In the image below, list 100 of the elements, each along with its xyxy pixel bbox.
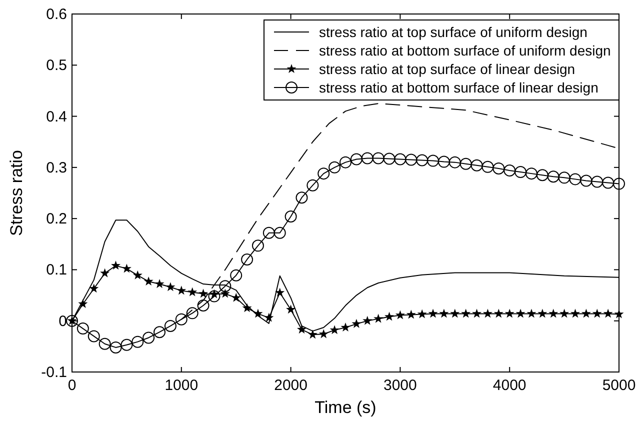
point <box>89 284 99 293</box>
y-tick-label: 0 <box>58 312 67 330</box>
point <box>98 338 111 350</box>
point <box>274 226 286 239</box>
point <box>514 166 527 178</box>
point <box>318 329 328 338</box>
point <box>252 240 264 252</box>
point <box>78 298 88 308</box>
point <box>220 288 230 298</box>
point <box>88 330 100 342</box>
point <box>296 192 308 204</box>
y-tick-label: 0.2 <box>46 210 67 228</box>
point <box>504 308 514 318</box>
point <box>372 152 384 164</box>
point <box>318 168 330 180</box>
point <box>428 308 438 318</box>
point <box>111 260 121 270</box>
point <box>186 307 198 320</box>
point <box>383 152 396 165</box>
legend-label: stress ratio at top surface of uniform design <box>319 24 588 40</box>
point <box>166 282 176 292</box>
point <box>175 313 188 326</box>
point <box>492 162 505 174</box>
point <box>384 312 394 321</box>
point <box>472 308 482 318</box>
x-tick-label: 2000 <box>274 377 308 394</box>
legend-label: stress ratio at bottom surface of linear design <box>319 80 598 96</box>
point <box>538 308 548 318</box>
point <box>374 314 384 323</box>
y-tick-label: 0.6 <box>46 6 67 23</box>
point <box>494 308 504 318</box>
point <box>461 308 471 318</box>
point <box>340 322 350 332</box>
x-tick-label: 3000 <box>384 377 417 394</box>
point <box>439 308 449 318</box>
y-tick-label: 0.1 <box>46 262 67 279</box>
point <box>120 338 133 351</box>
y-tick-label: 0.4 <box>46 108 67 126</box>
point <box>427 154 440 167</box>
point <box>580 174 592 187</box>
point <box>142 332 155 344</box>
point <box>110 341 122 354</box>
point <box>526 308 536 318</box>
point <box>306 179 319 192</box>
point <box>198 288 208 298</box>
point <box>603 308 613 318</box>
point <box>330 325 340 334</box>
point <box>144 276 154 286</box>
point <box>231 292 241 302</box>
point <box>525 168 538 180</box>
point <box>208 290 220 302</box>
point <box>569 173 582 186</box>
point <box>122 264 132 273</box>
point <box>241 253 254 266</box>
point <box>164 320 176 332</box>
point <box>132 336 144 348</box>
point <box>482 160 494 173</box>
point <box>581 308 591 318</box>
point <box>470 159 483 172</box>
point <box>416 154 428 166</box>
point <box>450 308 460 318</box>
point <box>558 172 570 184</box>
legend-label: stress ratio at top surface of linear design <box>319 61 576 77</box>
point <box>350 153 362 166</box>
point <box>286 304 296 314</box>
point <box>417 309 427 318</box>
point <box>361 152 374 164</box>
point <box>197 300 210 312</box>
point <box>176 286 186 295</box>
point <box>188 287 198 296</box>
y-tick-label: 0.5 <box>46 57 67 74</box>
x-tick-label: 5000 <box>602 377 636 394</box>
point <box>253 308 263 318</box>
point <box>602 176 614 189</box>
x-tick-label: 4000 <box>492 377 526 394</box>
point <box>405 154 418 166</box>
point <box>438 156 450 168</box>
point <box>482 308 492 318</box>
point <box>340 156 352 168</box>
point <box>230 269 242 282</box>
point <box>560 308 570 318</box>
legend-label: stress ratio at bottom surface of uniform design <box>319 42 611 58</box>
point <box>591 176 604 188</box>
point <box>536 169 548 182</box>
point <box>362 316 372 325</box>
point <box>394 153 406 166</box>
point <box>275 288 285 297</box>
point <box>516 308 526 318</box>
point <box>570 308 580 318</box>
point <box>100 268 110 278</box>
point <box>504 164 516 176</box>
y-tick-label: 0.3 <box>46 159 67 176</box>
point <box>395 310 405 320</box>
x-tick-label: 1000 <box>164 377 198 394</box>
point <box>460 158 472 170</box>
point <box>592 308 602 318</box>
point <box>219 280 232 292</box>
point <box>448 156 461 168</box>
point <box>548 308 558 318</box>
point <box>284 210 297 223</box>
